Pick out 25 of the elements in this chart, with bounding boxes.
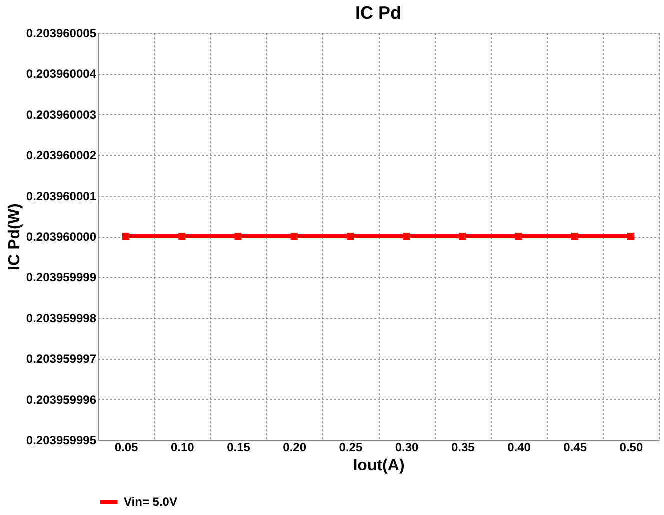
x-tick-label: 0.15 <box>227 440 251 454</box>
x-tick-label: 0.05 <box>114 440 139 454</box>
x-tick-label: 0.20 <box>283 440 307 454</box>
x-tick-label: 0.45 <box>564 440 588 454</box>
x-tick-label: 0.40 <box>508 440 532 454</box>
y-tick-label: 0.203960001 <box>26 189 97 204</box>
y-tick-label: 0.203960000 <box>26 230 97 244</box>
y-tick-label: 0.203960005 <box>26 26 97 40</box>
y-tick-label: 0.203959996 <box>26 392 97 407</box>
x-tick-label: 0.10 <box>170 440 195 454</box>
y-tick-label: 0.203959997 <box>26 352 97 366</box>
y-tick-label: 0.203959998 <box>26 311 97 326</box>
x-tick-label: 0.30 <box>395 440 420 454</box>
x-tick-label: 0.50 <box>620 440 644 454</box>
y-tick-label: 0.203960004 <box>26 67 97 82</box>
y-tick-label: 0.203960003 <box>26 108 97 122</box>
y-tick-label: 0.203959995 <box>26 434 97 448</box>
x-tick-label: 0.35 <box>451 440 476 454</box>
legend-label: Vin= 5.0V <box>124 495 178 509</box>
x-axis-title: Iout(A) <box>353 458 405 474</box>
y-tick-label: 0.203959999 <box>26 270 97 285</box>
chart-title: IC Pd <box>355 3 402 23</box>
x-tick-label: 0.25 <box>339 440 363 454</box>
y-axis-title: IC Pd(W) <box>6 204 24 270</box>
y-tick-label: 0.203960002 <box>26 148 97 163</box>
